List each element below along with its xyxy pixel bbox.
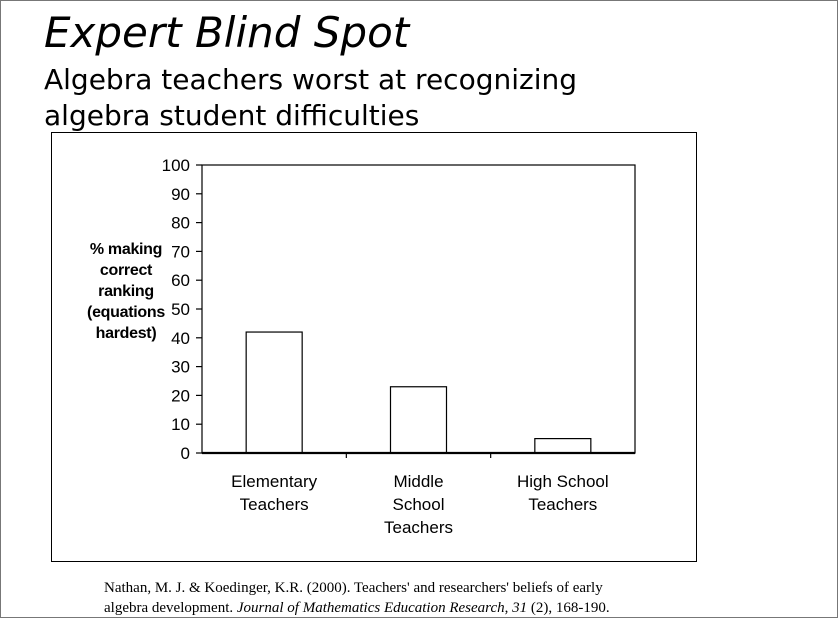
chart-frame: % making correct ranking (equations hard… <box>51 132 697 562</box>
y-tick-label: 0 <box>181 444 190 463</box>
x-category-label: Elementary <box>231 472 317 491</box>
y-tick-label: 50 <box>171 300 190 319</box>
bar-chart: 0 10 20 30 40 50 60 70 80 90 100 Elementary Teachers… <box>162 156 636 537</box>
y-tick-label: 70 <box>171 242 190 261</box>
y-axis-label-line: correct <box>99 262 153 279</box>
citation-prefix: algebra development. <box>104 600 237 616</box>
citation-volume: 31 <box>512 600 528 616</box>
bar <box>389 386 448 454</box>
citation-suffix: (2), 168-190. <box>527 600 610 616</box>
y-tick-label: 40 <box>171 329 190 348</box>
subtitle-line-2: algebra student difficulties <box>44 99 420 132</box>
y-tick-label: 80 <box>171 214 190 233</box>
y-axis-label-line: (equations <box>87 304 165 321</box>
x-category-label: Middle <box>393 472 443 491</box>
citation-line-1: Nathan, M. J. & Koedinger, K.R. (2000). … <box>104 580 603 596</box>
slide-title: Expert Blind Spot <box>44 8 410 57</box>
x-category-label: School <box>393 495 445 514</box>
citation-journal: Journal of Mathematics Education Researc… <box>236 600 505 616</box>
y-axis-label-line: % making <box>89 241 163 258</box>
x-category-label: Teachers <box>528 495 597 514</box>
y-tick-label: 100 <box>162 156 190 175</box>
y-axis-label: % making correct ranking (equations hard… <box>58 239 194 344</box>
x-category-label: Teachers <box>240 495 309 514</box>
x-category-label: High School <box>517 472 609 491</box>
y-tick-label: 30 <box>171 358 190 377</box>
citation-line-2: algebra development. Journal of Mathemat… <box>104 598 610 618</box>
y-tick-label: 20 <box>171 386 190 405</box>
subtitle-line-1: Algebra teachers worst at recognizing <box>44 63 577 96</box>
y-axis-label-line: hardest) <box>95 325 157 342</box>
bar <box>534 438 592 454</box>
y-axis-label-line: ranking <box>98 283 154 300</box>
y-tick-label: 10 <box>171 415 190 434</box>
x-category-label: Teachers <box>384 518 453 537</box>
slide-subtitle: Algebra teachers worst at recognizing al… <box>44 62 577 134</box>
y-tick-label: 90 <box>171 185 190 204</box>
citation: Nathan, M. J. & Koedinger, K.R. (2000). … <box>104 578 610 618</box>
citation-separator: , <box>504 600 513 616</box>
y-tick-label: 60 <box>171 271 190 290</box>
bar <box>245 331 303 454</box>
